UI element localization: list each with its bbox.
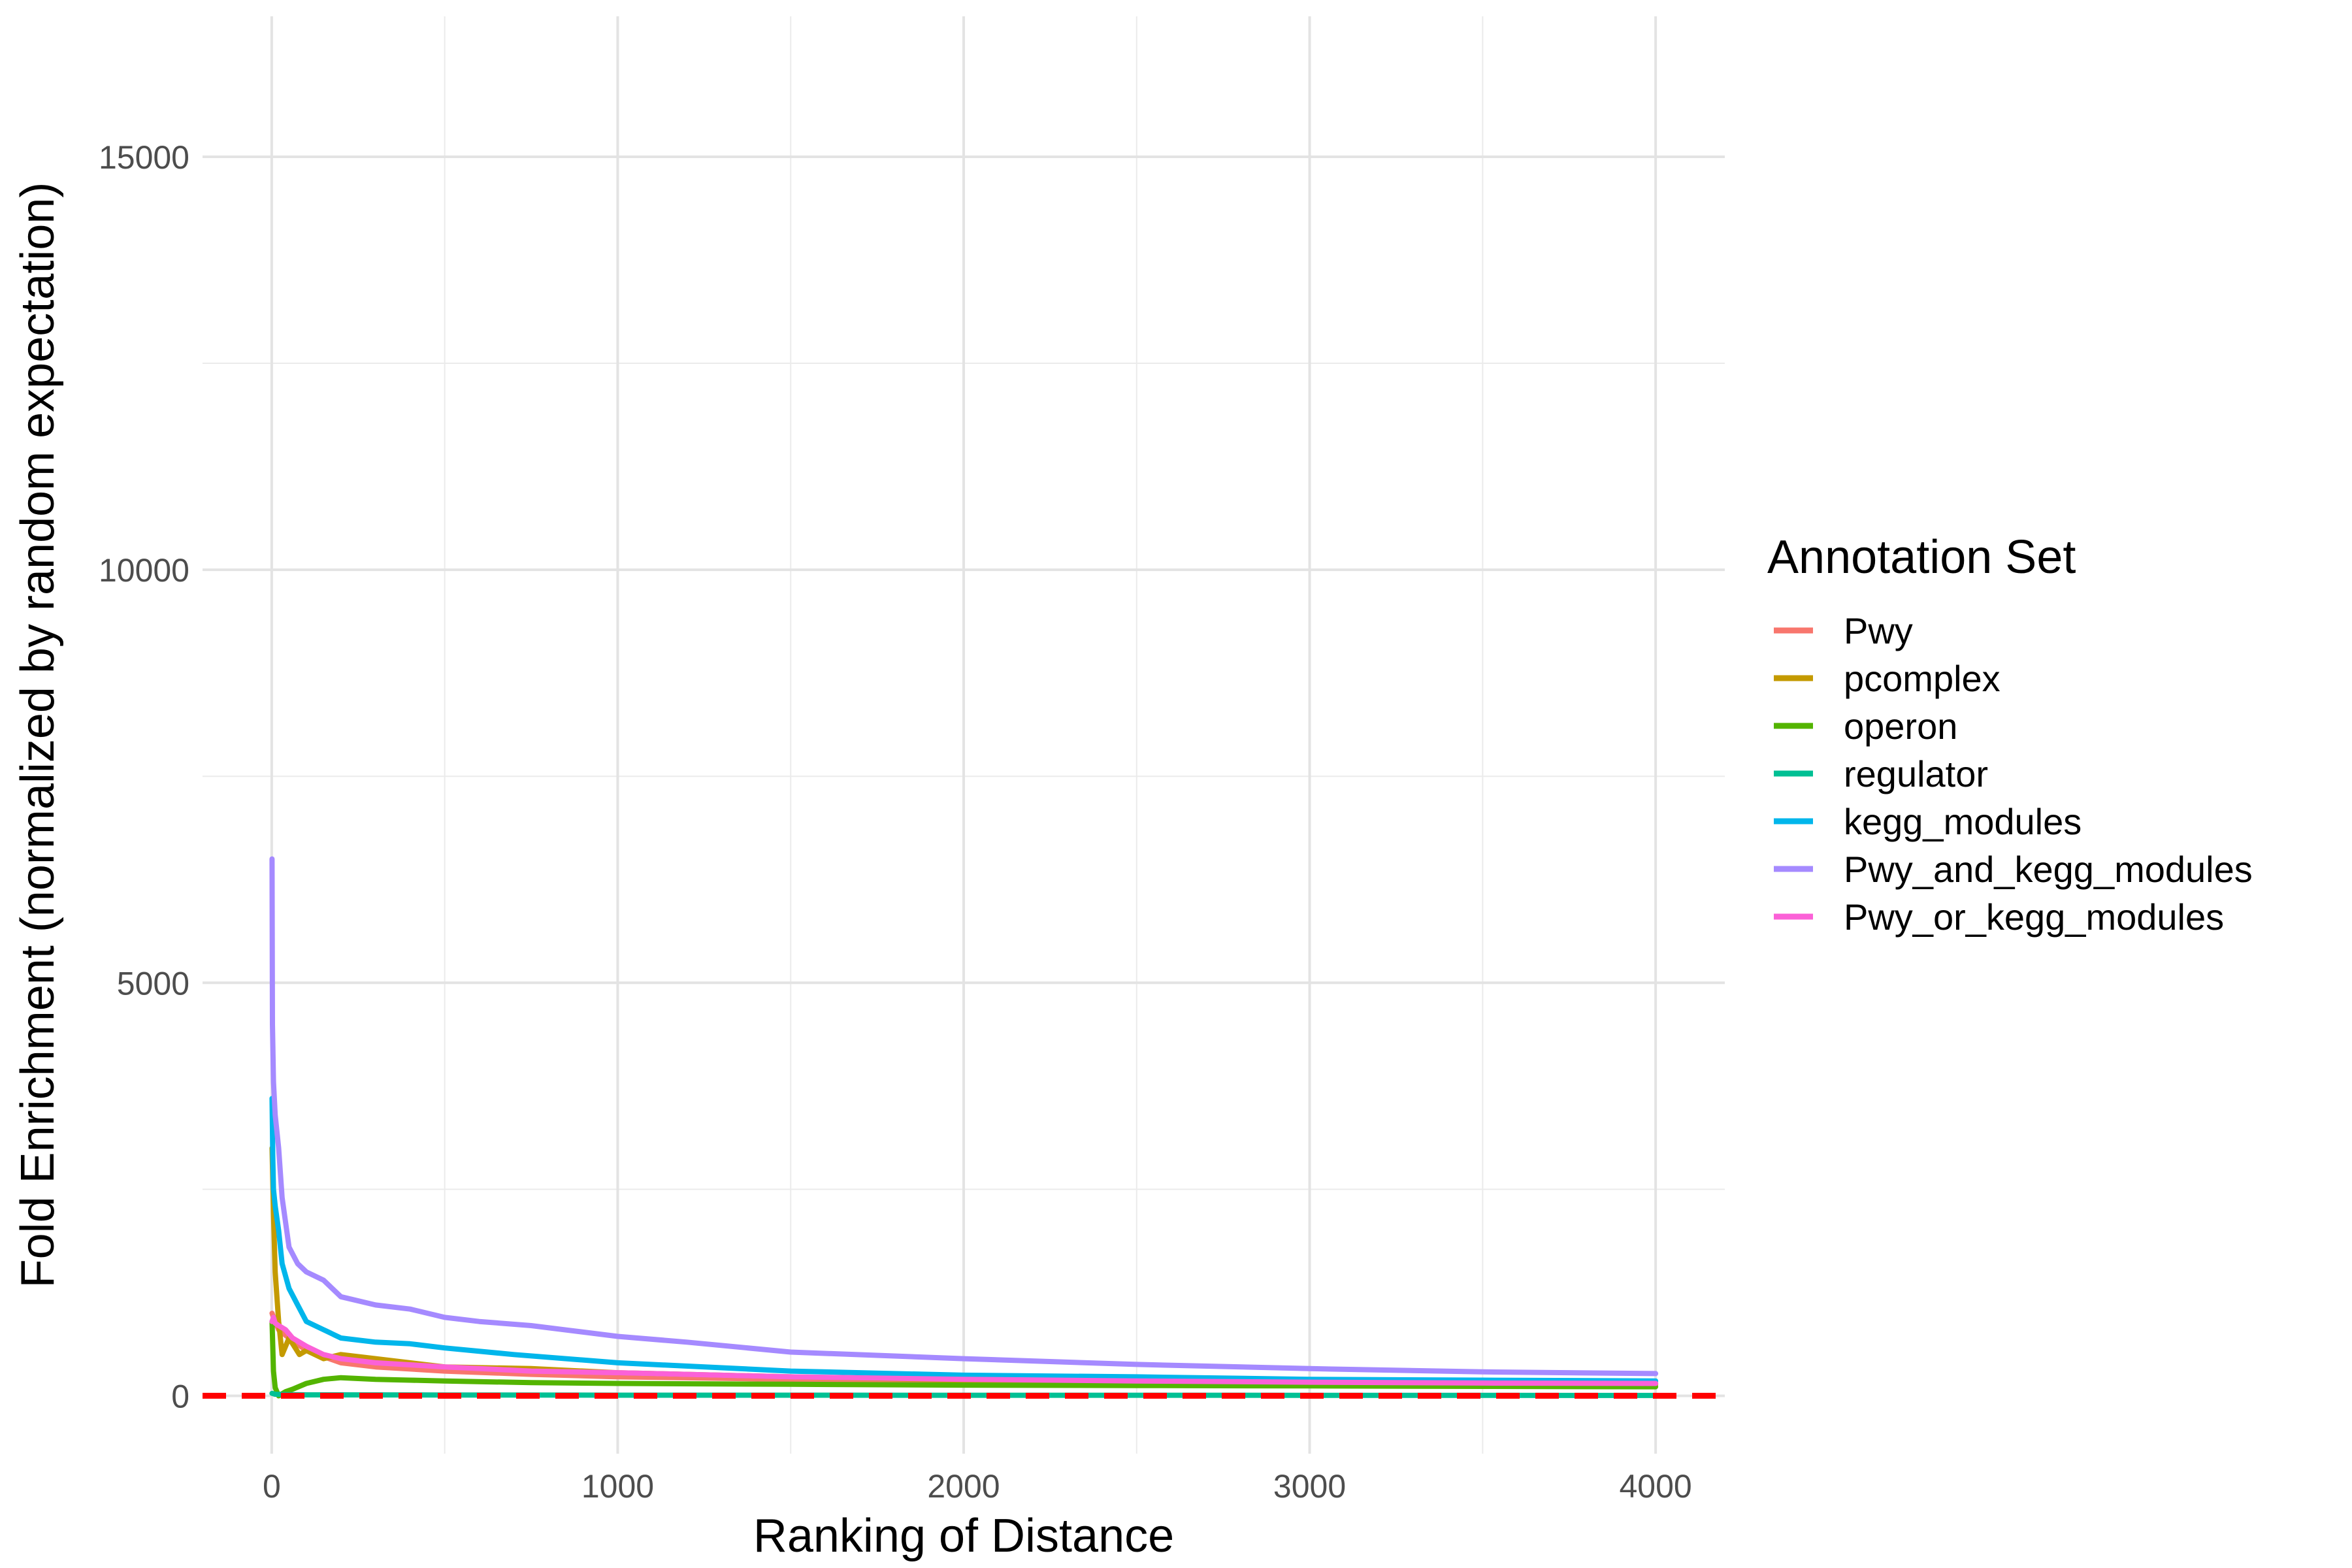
y-tick-label: 15000 [99,139,189,176]
x-tick-labels: 0 1000 2000 3000 4000 [263,1468,1692,1505]
series-lines [269,856,1659,1399]
legend-title: Annotation Set [1767,531,2076,583]
y-tick-label: 5000 [117,965,189,1002]
series-line-operon [269,1318,1659,1399]
x-tick-label: 4000 [1619,1468,1691,1505]
series-line-kegg-modules [269,1096,1659,1384]
x-tick-label: 0 [263,1468,281,1505]
x-axis-title: Ranking of Distance [753,1510,1174,1562]
legend-label-pcomplex: pcomplex [1844,658,2001,699]
legend-label-operon: operon [1844,706,1957,747]
x-tick-label: 3000 [1273,1468,1346,1505]
legend-items: Pwy pcomplex operon regulator kegg_modules Pw… [1774,610,2253,938]
y-axis-title: Fold Enrichment (normalized by random ex… [12,182,64,1288]
y-tick-label: 10000 [99,552,189,589]
legend-label-pwy: Pwy [1844,610,1913,651]
y-tick-label: 0 [171,1378,189,1414]
y-tick-labels: 0 5000 10000 15000 [99,139,189,1415]
legend-label-pwy-or-kegg-modules: Pwy_or_kegg_modules [1844,896,2224,938]
legend: Annotation Set Pwy pcomplex operon regulato… [1767,531,2253,938]
x-tick-label: 1000 [581,1468,654,1505]
legend-label-kegg-modules: kegg_modules [1844,801,2082,842]
series-line-pwy-or-kegg-modules [269,1315,1659,1386]
legend-label-pwy-and-kegg-modules: Pwy_and_kegg_modules [1844,849,2253,890]
legend-label-regulator: regulator [1844,753,1988,794]
x-tick-label: 2000 [927,1468,1000,1505]
series-line-pwy-and-kegg-modules [269,856,1659,1377]
